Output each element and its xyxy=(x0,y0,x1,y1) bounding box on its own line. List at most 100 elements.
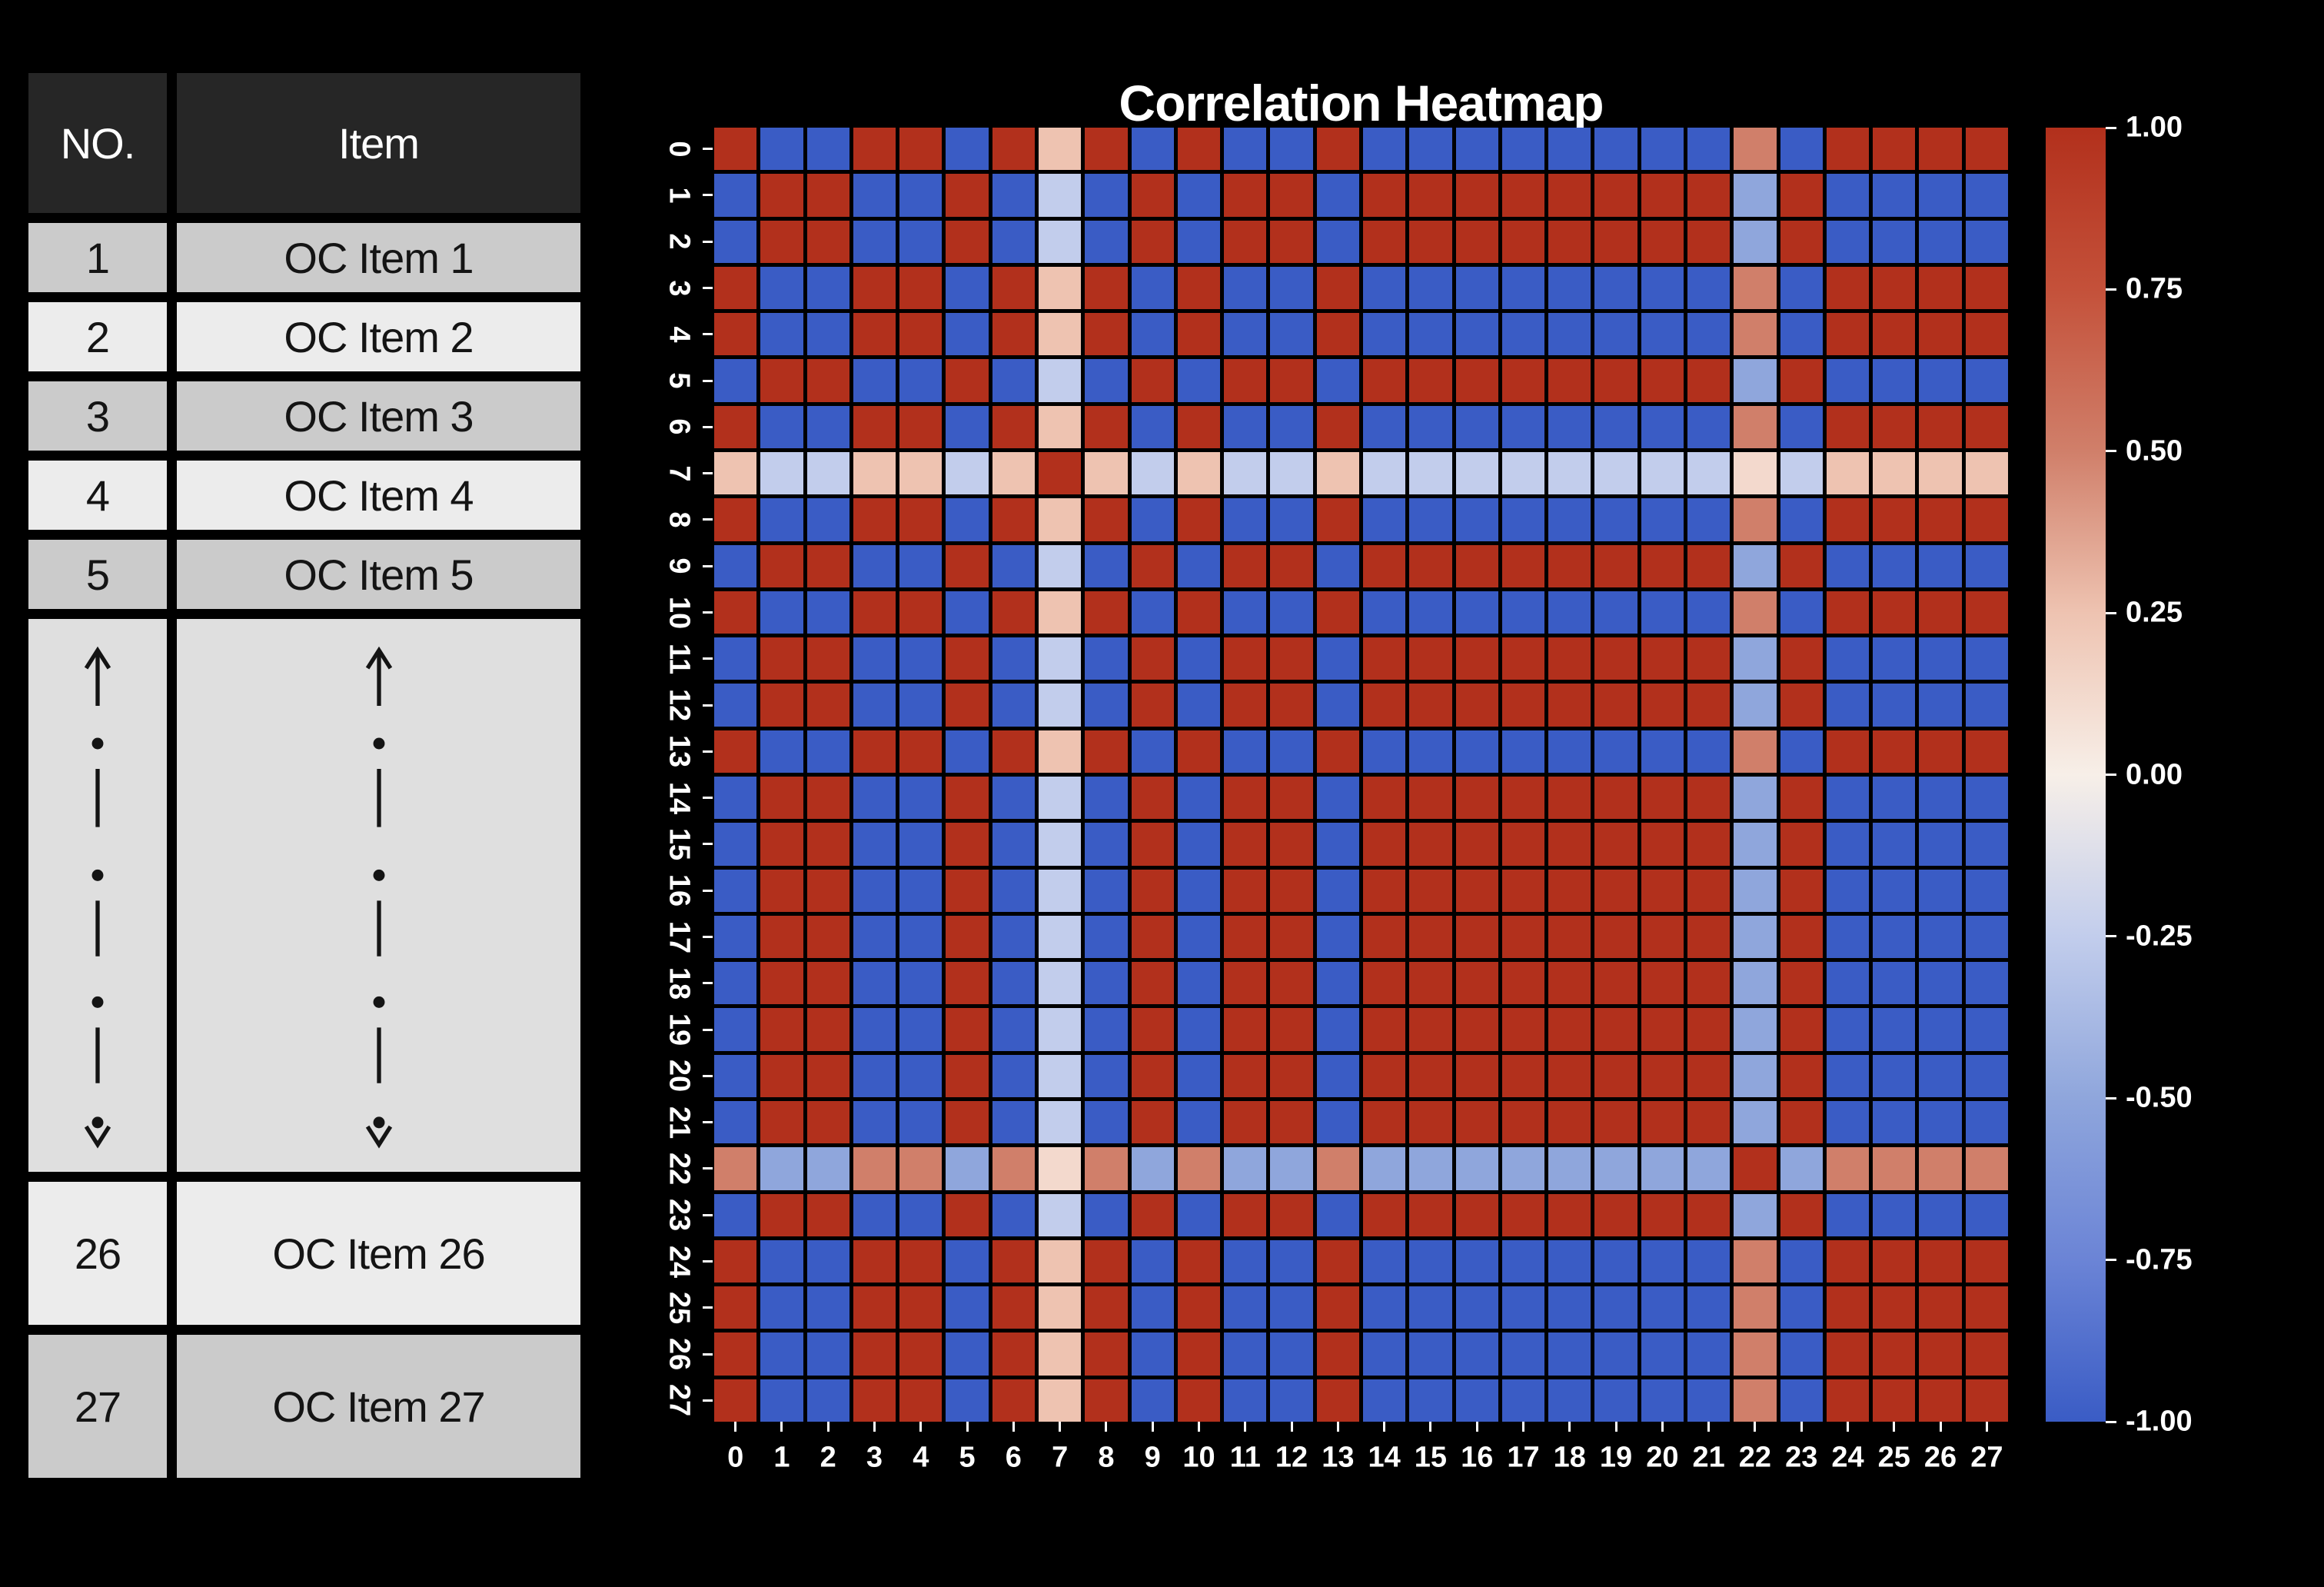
heatmap-cell xyxy=(946,1054,989,1097)
heatmap-cell xyxy=(1455,1100,1498,1144)
heatmap-cell xyxy=(1455,962,1498,1005)
heatmap-cell xyxy=(1641,1379,1684,1422)
heatmap-cell xyxy=(1316,544,1359,587)
table-rows-top: 1 OC Item 1 2 OC Item 2 3 OC Item 3 4 OC Item 4… xyxy=(28,223,580,609)
heatmap-cell xyxy=(946,915,989,959)
heatmap-cell xyxy=(1641,1332,1684,1376)
heatmap-cell xyxy=(899,1332,943,1376)
heatmap-cell xyxy=(899,637,943,680)
heatmap-cell xyxy=(1038,313,1082,356)
heatmap-cell xyxy=(760,544,803,587)
heatmap-cell xyxy=(1177,1147,1221,1190)
y-tick-mark xyxy=(703,333,713,336)
heatmap-cell xyxy=(1873,451,1916,495)
heatmap-cell xyxy=(1873,1008,1916,1051)
heatmap-cell xyxy=(1085,405,1128,448)
heatmap-cell xyxy=(1085,266,1128,310)
heatmap-cell xyxy=(1409,405,1452,448)
x-tick-label: 17 xyxy=(1507,1441,1540,1474)
y-tick-mark xyxy=(703,472,713,475)
heatmap-cell xyxy=(1362,128,1406,171)
heatmap-cell xyxy=(1501,637,1545,680)
heatmap-cell xyxy=(992,451,1035,495)
heatmap-cell xyxy=(1594,1379,1637,1422)
heatmap-cell xyxy=(1409,684,1452,727)
heatmap-cell xyxy=(806,266,849,310)
heatmap-cell xyxy=(899,1147,943,1190)
heatmap-cell xyxy=(992,1100,1035,1144)
heatmap-cell xyxy=(1919,1379,1962,1422)
heatmap-cell xyxy=(1734,823,1777,866)
heatmap-cell xyxy=(1038,1379,1082,1422)
heatmap-cell xyxy=(1316,359,1359,402)
heatmap-cell xyxy=(1038,451,1082,495)
heatmap-cell xyxy=(1177,544,1221,587)
heatmap-cell xyxy=(1409,915,1452,959)
heatmap-cell xyxy=(1038,637,1082,680)
heatmap-cell xyxy=(1641,1239,1684,1283)
heatmap-cell xyxy=(1687,1379,1731,1422)
x-tick-mark xyxy=(1105,1422,1108,1432)
heatmap-cell xyxy=(806,1193,849,1236)
x-tick-mark xyxy=(1198,1422,1200,1432)
heatmap-cell xyxy=(1131,1332,1174,1376)
heatmap-cell xyxy=(1409,730,1452,773)
colorbar-gradient xyxy=(2046,128,2106,1422)
heatmap-cell xyxy=(760,451,803,495)
heatmap-cell xyxy=(1224,1147,1267,1190)
heatmap-cell xyxy=(1362,776,1406,820)
heatmap-cell xyxy=(760,1332,803,1376)
heatmap-cell xyxy=(1919,1239,1962,1283)
heatmap-cell xyxy=(1085,823,1128,866)
heatmap-cell xyxy=(1362,730,1406,773)
heatmap-cell xyxy=(1409,544,1452,587)
heatmap-cell xyxy=(714,174,757,217)
heatmap-cell xyxy=(1826,1239,1870,1283)
heatmap-cell xyxy=(899,359,943,402)
heatmap-cell xyxy=(1594,1193,1637,1236)
x-tick-label: 11 xyxy=(1229,1441,1261,1474)
heatmap-cell xyxy=(1826,591,1870,634)
heatmap-cell xyxy=(1919,498,1962,541)
heatmap-cell xyxy=(1131,451,1174,495)
heatmap-cell xyxy=(1085,776,1128,820)
heatmap-cell xyxy=(1409,1054,1452,1097)
heatmap-cell xyxy=(853,174,896,217)
heatmap-cell xyxy=(1641,869,1684,912)
heatmap-cell xyxy=(1085,1008,1128,1051)
y-tick-label: 17 xyxy=(663,920,696,953)
x-tick-mark xyxy=(780,1422,783,1432)
heatmap-cell xyxy=(1038,1100,1082,1144)
x-tick-mark xyxy=(1151,1422,1154,1432)
heatmap-cell xyxy=(1687,1332,1731,1376)
heatmap-cell xyxy=(1780,915,1823,959)
item-no-cell: 1 xyxy=(28,223,167,292)
heatmap-cell xyxy=(1780,823,1823,866)
heatmap-cell xyxy=(1594,823,1637,866)
table-continuation-cell xyxy=(28,619,167,1172)
heatmap-cell xyxy=(1316,869,1359,912)
heatmap-cell xyxy=(899,1379,943,1422)
heatmap-cell xyxy=(1780,591,1823,634)
heatmap-cell xyxy=(1919,313,1962,356)
heatmap-cell xyxy=(1224,1100,1267,1144)
heatmap-cell xyxy=(899,962,943,1005)
heatmap-cell xyxy=(1594,405,1637,448)
heatmap-cell xyxy=(1501,128,1545,171)
heatmap-cell xyxy=(1965,869,2008,912)
heatmap-cell xyxy=(1455,1054,1498,1097)
heatmap-cell xyxy=(1687,684,1731,727)
y-tick-mark xyxy=(703,1352,713,1356)
heatmap-cell xyxy=(1548,637,1591,680)
heatmap-cell xyxy=(760,313,803,356)
heatmap-cell xyxy=(1455,823,1498,866)
heatmap-cell xyxy=(1919,869,1962,912)
heatmap-cell xyxy=(1131,498,1174,541)
heatmap-cell xyxy=(1085,1332,1128,1376)
heatmap-cell xyxy=(1131,313,1174,356)
heatmap-cell xyxy=(1826,128,1870,171)
heatmap-cell xyxy=(1177,359,1221,402)
heatmap-cell xyxy=(1687,823,1731,866)
heatmap-cell xyxy=(714,1379,757,1422)
heatmap-cell xyxy=(1177,313,1221,356)
